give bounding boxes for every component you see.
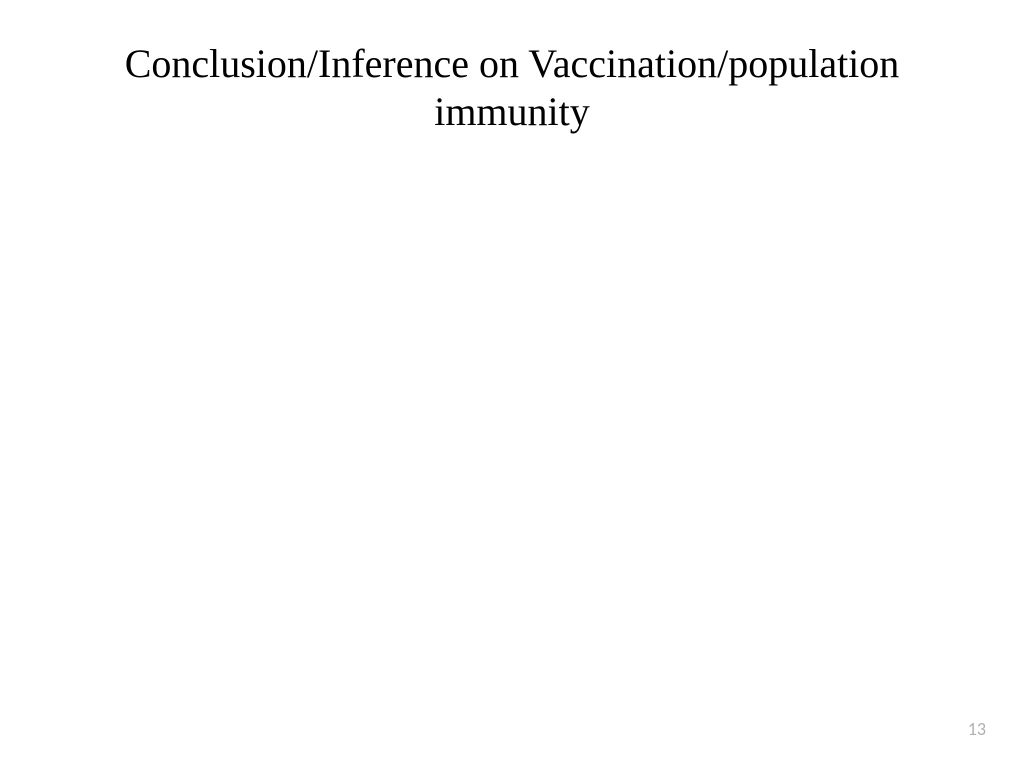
slide-title: Conclusion/Inference on Vaccination/popu… xyxy=(0,40,1024,136)
page-number: 13 xyxy=(968,718,986,740)
